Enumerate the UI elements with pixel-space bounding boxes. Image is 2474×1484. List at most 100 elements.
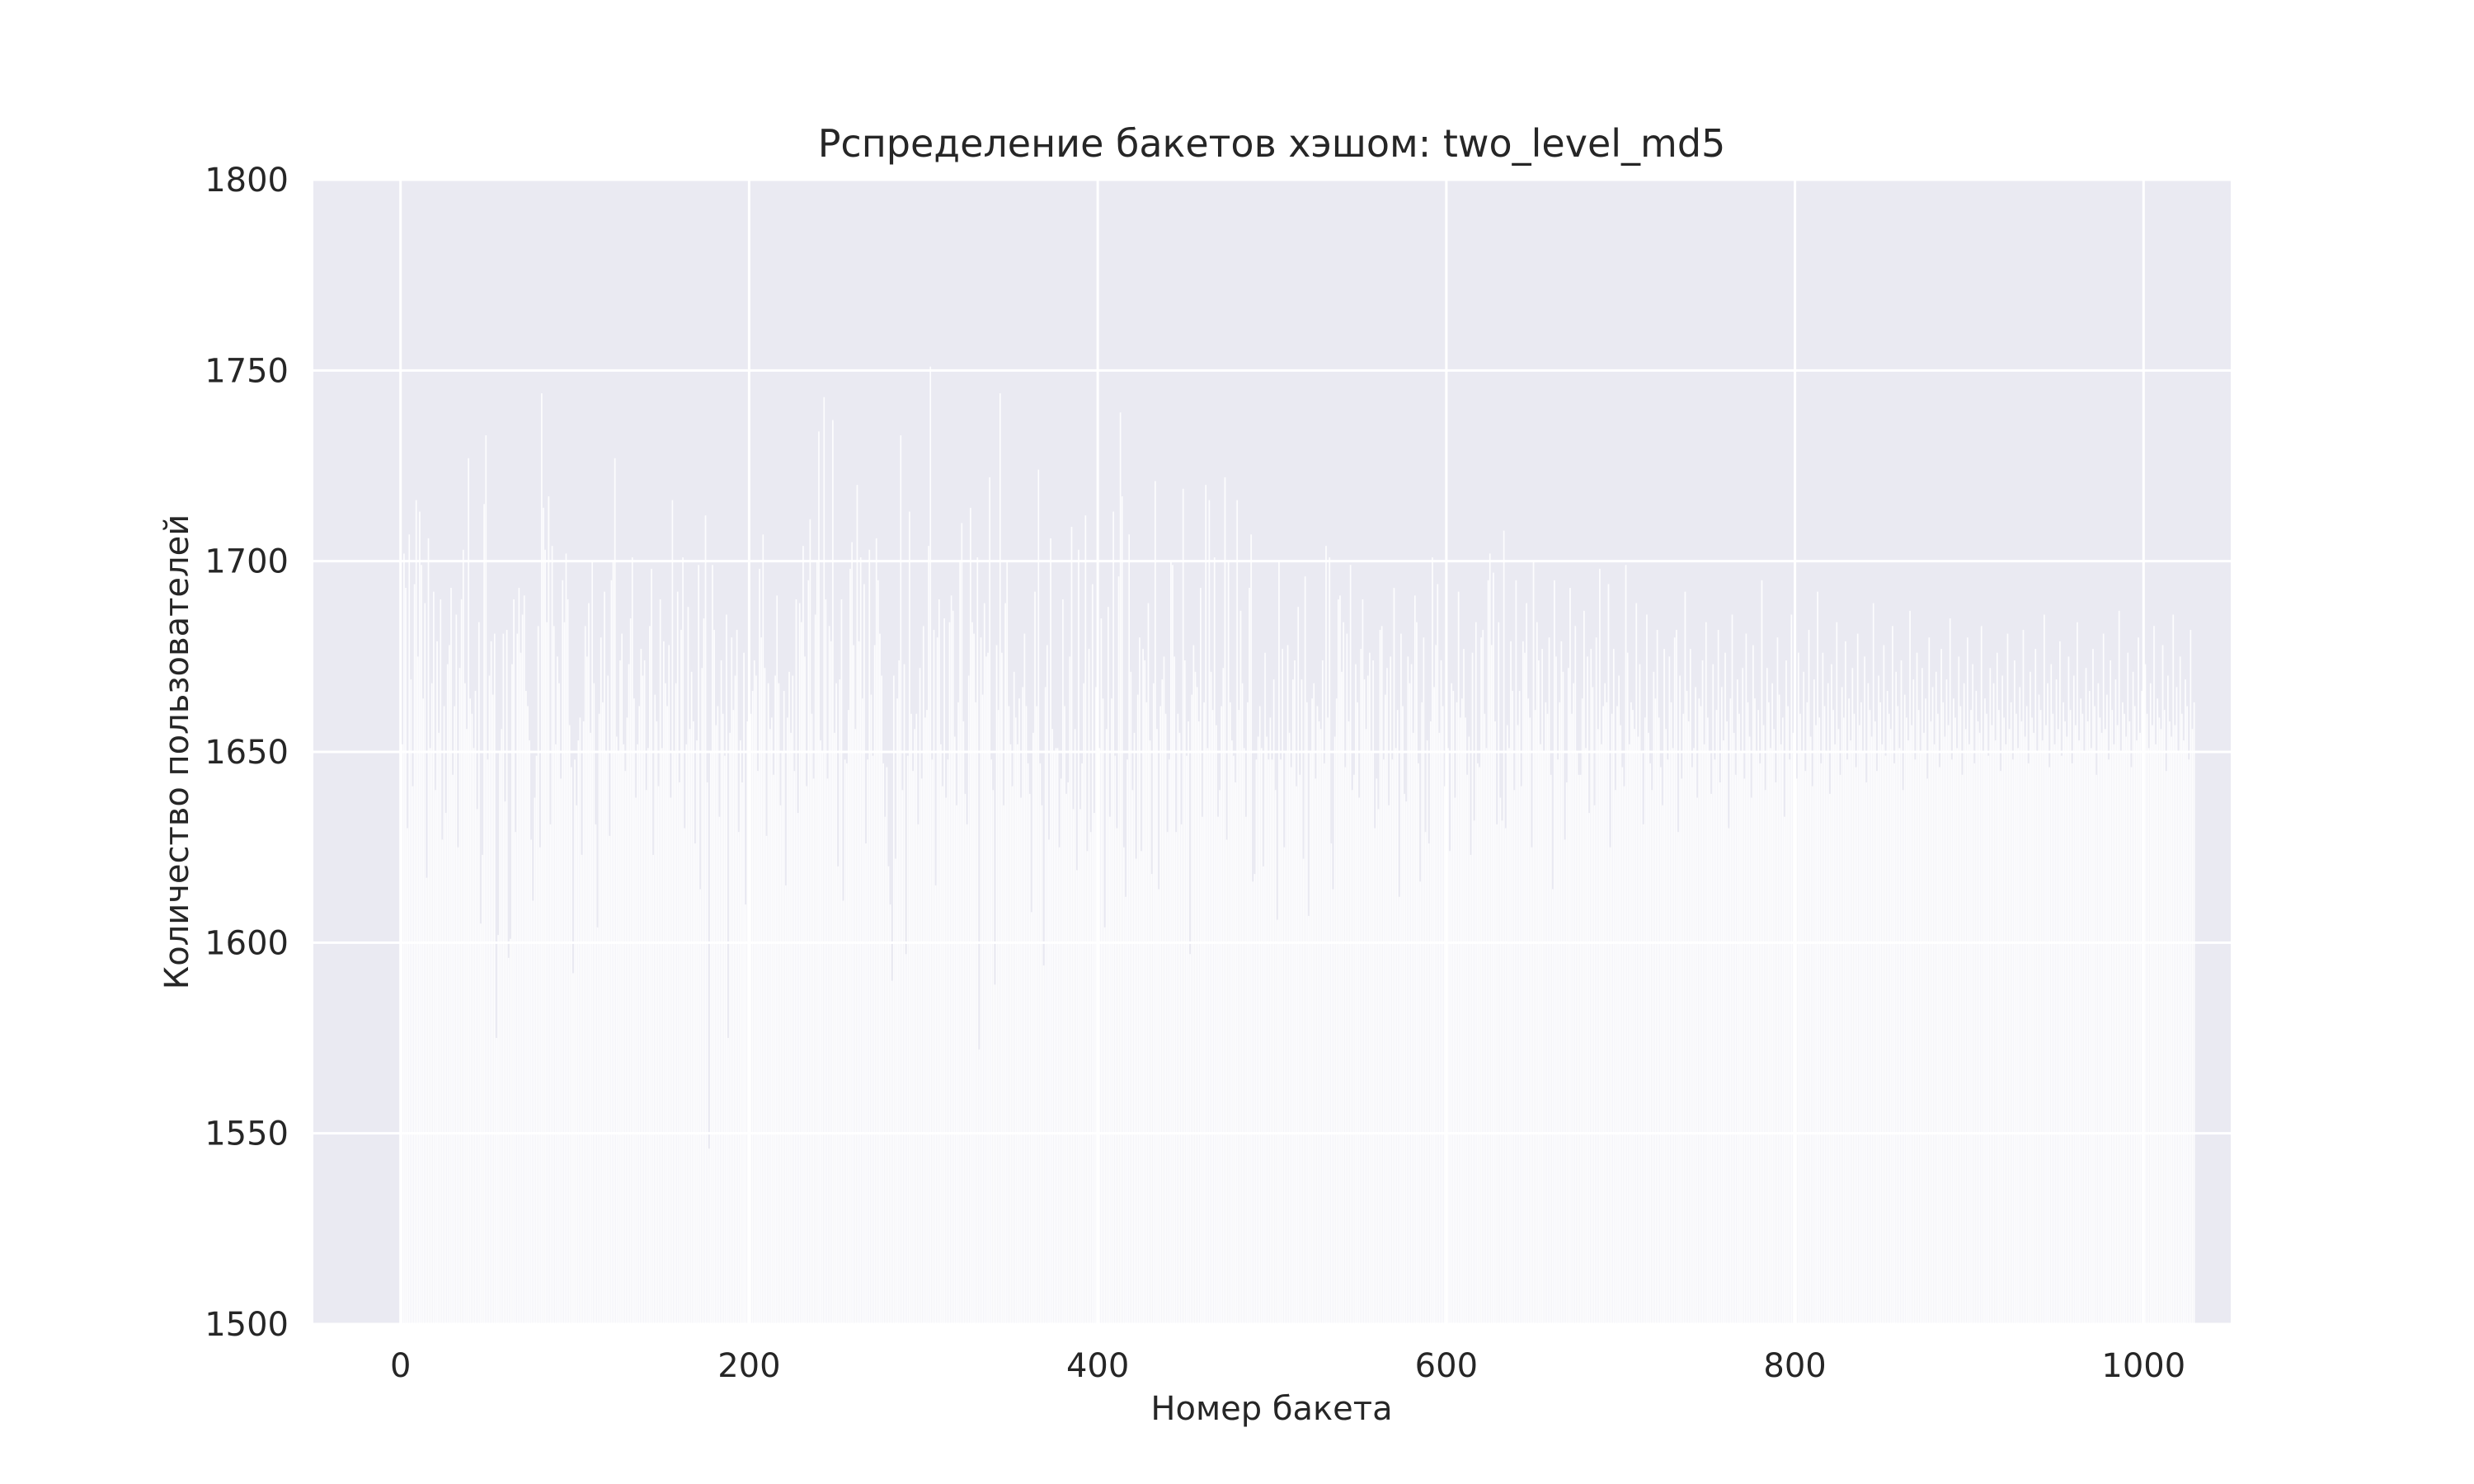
bar	[1581, 698, 1583, 1324]
bar	[1928, 637, 1931, 1324]
bar	[1168, 759, 1170, 1324]
bar	[1720, 687, 1723, 1324]
bar	[506, 629, 508, 1324]
bar	[1989, 668, 1992, 1324]
bar	[1705, 622, 1707, 1324]
bar	[663, 641, 665, 1324]
bar	[624, 771, 627, 1324]
bar	[452, 774, 454, 1324]
bar	[787, 717, 788, 1324]
bar	[2138, 637, 2139, 1324]
bar	[642, 675, 644, 1324]
bar	[898, 660, 901, 1324]
bar	[647, 748, 649, 1324]
bar	[1654, 698, 1657, 1324]
bar	[985, 656, 987, 1324]
bar	[1845, 641, 1846, 1324]
bar	[424, 603, 426, 1324]
bar	[523, 595, 525, 1324]
bar	[1337, 599, 1339, 1324]
bar	[2083, 752, 2086, 1324]
bar	[1470, 854, 1472, 1324]
bar	[2003, 717, 2006, 1324]
bar	[2027, 763, 2030, 1324]
bar	[1292, 679, 1294, 1324]
bar	[2146, 713, 2148, 1324]
bar	[2024, 736, 2026, 1324]
bar	[1601, 744, 1602, 1324]
bar	[1916, 652, 1918, 1324]
bar	[1224, 477, 1226, 1324]
bar	[554, 744, 557, 1324]
bar	[1620, 725, 1622, 1324]
bar	[558, 683, 560, 1324]
bar	[912, 771, 914, 1324]
bar	[1856, 633, 1859, 1324]
bar	[1604, 683, 1606, 1324]
bar	[2120, 752, 2122, 1324]
bar	[1296, 786, 1297, 1324]
bar	[1940, 649, 1942, 1324]
bar	[679, 782, 680, 1324]
bar	[1183, 660, 1186, 1324]
bar	[459, 668, 461, 1324]
bar	[1028, 793, 1031, 1324]
bar	[1407, 656, 1409, 1324]
bar	[1621, 767, 1624, 1324]
bar	[541, 393, 543, 1325]
y-tick-label: 1700	[205, 543, 289, 581]
bar	[1060, 778, 1062, 1324]
bar	[1196, 687, 1198, 1324]
bar	[1534, 710, 1536, 1324]
bar	[1780, 744, 1782, 1324]
bar	[778, 683, 780, 1324]
bar	[1963, 683, 1965, 1324]
bar	[1569, 588, 1571, 1324]
bar	[1452, 690, 1455, 1324]
bar	[1585, 748, 1587, 1324]
bar	[518, 588, 520, 1324]
bar	[612, 561, 614, 1324]
bar	[1517, 725, 1519, 1324]
bar	[1221, 706, 1223, 1324]
bar	[1975, 690, 1978, 1324]
bar	[1027, 763, 1029, 1324]
bar	[1158, 889, 1159, 1324]
bar	[828, 626, 830, 1324]
bar	[1618, 675, 1620, 1324]
bar	[1119, 412, 1122, 1325]
bar	[2031, 717, 2033, 1324]
bar	[848, 710, 849, 1324]
bar	[2015, 713, 2017, 1324]
bar	[723, 755, 726, 1324]
bar	[1898, 748, 1901, 1324]
bar	[1316, 706, 1319, 1324]
bar	[1651, 790, 1653, 1324]
bar	[1149, 740, 1151, 1324]
bar	[1907, 740, 1909, 1324]
bar	[529, 740, 530, 1324]
bar	[1236, 500, 1239, 1324]
bar	[1742, 668, 1744, 1324]
bar	[1695, 687, 1696, 1324]
bar	[825, 599, 827, 1324]
bar	[1573, 683, 1574, 1324]
bar	[783, 690, 785, 1324]
bar	[1784, 816, 1785, 1324]
bar	[516, 633, 519, 1324]
bar	[1432, 557, 1433, 1324]
bar	[901, 790, 904, 1324]
bar	[839, 679, 841, 1324]
bar	[1074, 729, 1076, 1324]
bar	[933, 629, 935, 1324]
bar	[1095, 687, 1097, 1324]
bar	[704, 515, 707, 1324]
bar	[1865, 782, 1868, 1324]
bar	[1959, 706, 1962, 1324]
bar	[751, 690, 754, 1324]
bar	[1984, 698, 1986, 1324]
bar	[502, 633, 505, 1324]
bar	[2189, 629, 2192, 1324]
bar	[2102, 633, 2105, 1324]
bar	[1703, 744, 1705, 1324]
